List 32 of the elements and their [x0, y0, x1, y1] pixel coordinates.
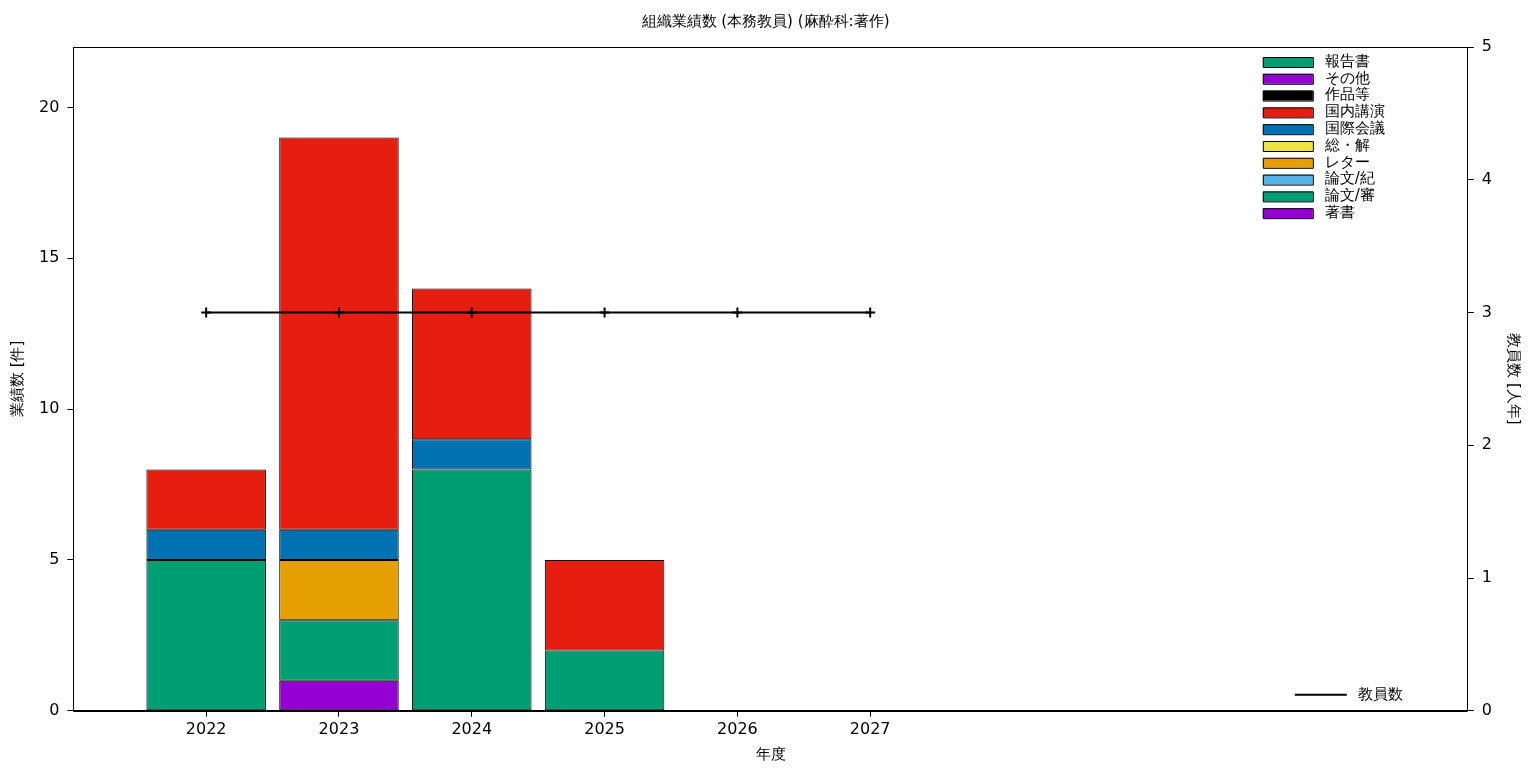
legend-label: 国内講演 [1324, 102, 1385, 121]
y2-tick-label: 5 [1481, 36, 1493, 56]
legend-label: 論文/紀 [1324, 169, 1375, 188]
x-tick-label: 2023 [318, 718, 360, 738]
y-tick-label: 15 [39, 247, 60, 267]
y-axis-title: 業績数 [件] [7, 340, 26, 418]
x-tick-label: 2024 [451, 718, 493, 738]
x-tick-label: 2027 [849, 718, 891, 738]
y-tick-label: 20 [39, 96, 60, 116]
legend-label: 教員数 [1357, 684, 1403, 703]
y2-tick-label: 3 [1481, 301, 1493, 321]
y2-tick-label: 0 [1481, 699, 1493, 719]
y2-tick-label: 4 [1481, 168, 1493, 188]
y-tick-label: 10 [39, 398, 60, 418]
legend-label: 総・解 [1323, 135, 1370, 154]
x-tick-label: 2025 [584, 718, 625, 738]
y2-tick-label: 1 [1481, 567, 1493, 587]
chart-title: 組織業績数 (本務教員) (麻酔科:著作) [640, 11, 890, 30]
legend-label: 論文/審 [1324, 186, 1375, 205]
y-tick-label: 5 [49, 549, 60, 569]
y2-tick-label: 2 [1481, 434, 1493, 454]
legend-label: 作品等 [1323, 85, 1370, 104]
y2-axis-title: 教員数 [人年] [1505, 333, 1524, 425]
y-tick-label: 0 [49, 699, 60, 719]
x-axis-title: 年度 [755, 744, 786, 763]
x-tick-label: 2022 [185, 718, 227, 738]
legend-label: その他 [1324, 68, 1370, 87]
legend-label: 報告書 [1324, 51, 1370, 70]
x-tick-label: 2026 [717, 718, 758, 738]
legend-label: 著書 [1324, 203, 1355, 222]
legend-label: レター [1324, 152, 1370, 171]
legend-label: 国際会議 [1324, 119, 1385, 138]
